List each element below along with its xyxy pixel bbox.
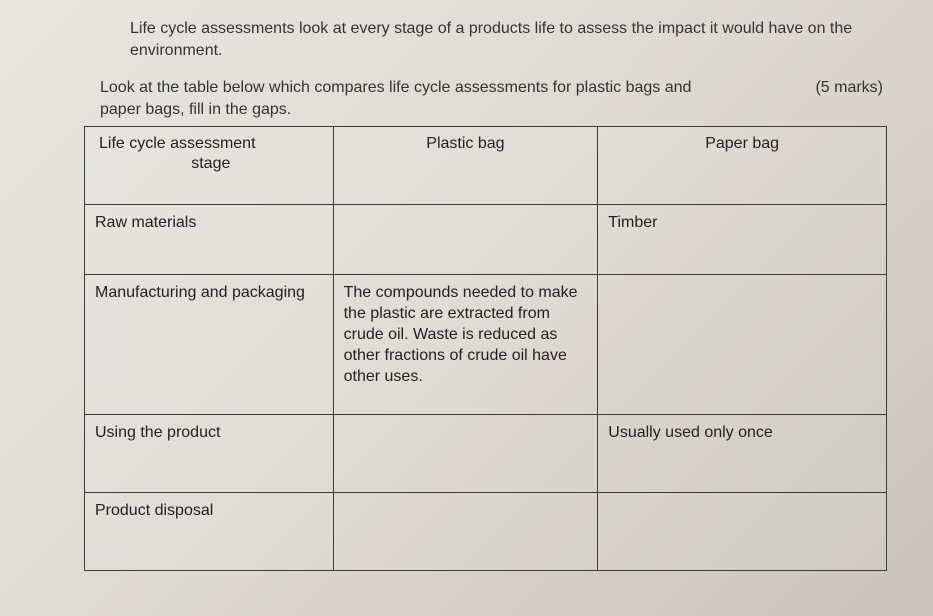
cell-text: Usually used only once (608, 424, 773, 441)
cell-stage: Manufacturing and packaging (85, 275, 334, 415)
table-row: Using the product Usually used only once (85, 415, 887, 493)
cell-text: Timber (608, 214, 657, 231)
cell-plastic (333, 493, 598, 571)
cell-paper (598, 275, 887, 415)
header-stage-line2: stage (99, 155, 323, 173)
table-header-row: Life cycle assessment stage Plastic bag … (85, 127, 887, 205)
header-stage-line1: Life cycle assessment (99, 135, 256, 152)
cell-text: Manufacturing and packaging (95, 284, 305, 301)
cell-text: Using the product (95, 424, 220, 441)
cell-stage: Using the product (85, 415, 334, 493)
intro-text: Life cycle assessments look at every sta… (80, 18, 883, 61)
prompt-line2: paper bags, fill in the gaps. (100, 101, 291, 118)
marks-label: (5 marks) (803, 77, 883, 99)
header-paper: Paper bag (598, 127, 887, 205)
prompt-line1: Look at the table below which compares l… (100, 79, 691, 96)
prompt-text: Look at the table below which compares l… (100, 77, 803, 120)
cell-plastic (333, 415, 598, 493)
table-row: Raw materials Timber (85, 205, 887, 275)
cell-stage: Raw materials (85, 205, 334, 275)
header-stage: Life cycle assessment stage (85, 127, 334, 205)
table-row: Product disposal (85, 493, 887, 571)
cell-plastic: The compounds needed to make the plastic… (333, 275, 598, 415)
cell-paper (598, 493, 887, 571)
cell-text: Product disposal (95, 502, 213, 519)
cell-text: Raw materials (95, 214, 196, 231)
prompt-row: Look at the table below which compares l… (80, 77, 883, 120)
table-row: Manufacturing and packaging The compound… (85, 275, 887, 415)
cell-paper: Usually used only once (598, 415, 887, 493)
cell-stage: Product disposal (85, 493, 334, 571)
header-plastic: Plastic bag (333, 127, 598, 205)
cell-plastic (333, 205, 598, 275)
cell-paper: Timber (598, 205, 887, 275)
lca-table: Life cycle assessment stage Plastic bag … (84, 126, 887, 571)
cell-text: The compounds needed to make the plastic… (344, 284, 578, 384)
